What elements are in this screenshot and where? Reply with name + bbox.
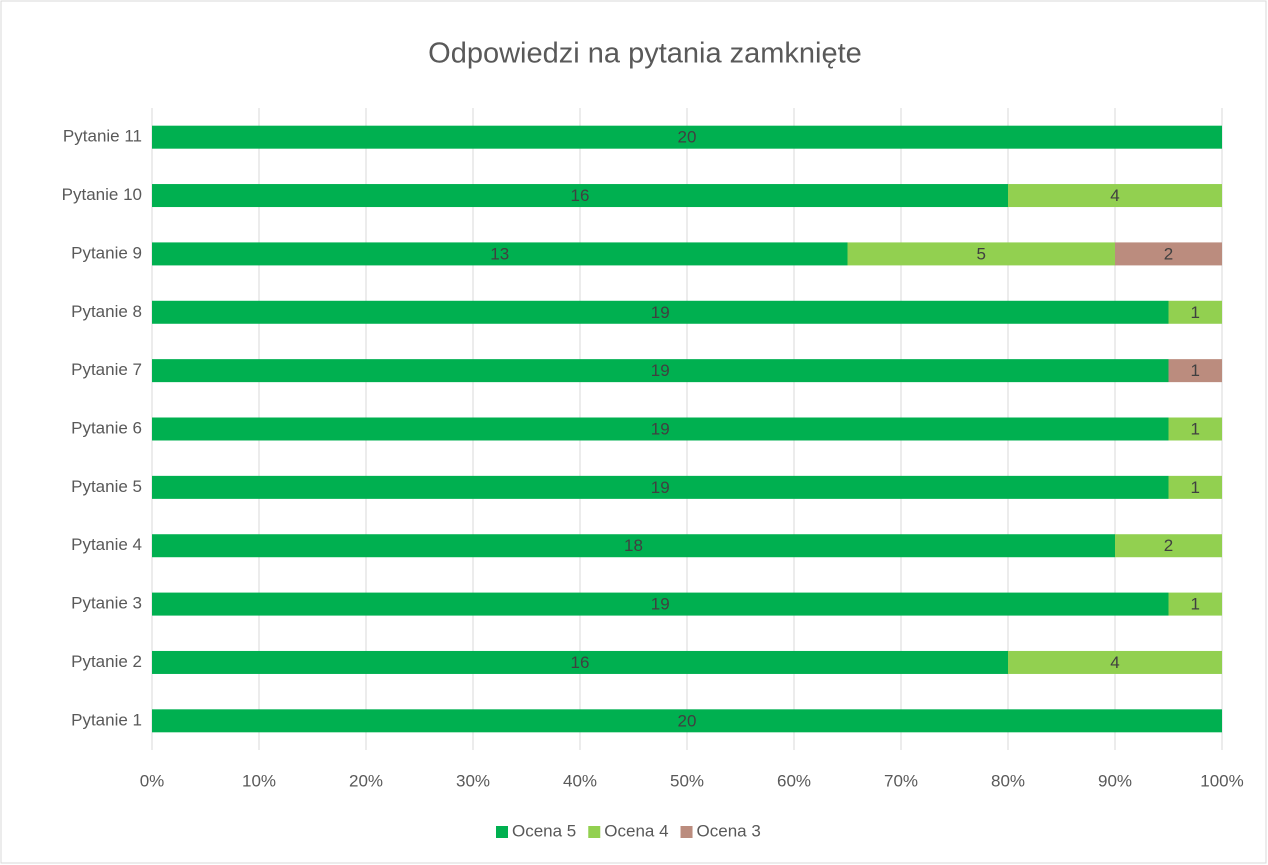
- x-tick-label: 50%: [670, 771, 704, 790]
- data-label: 19: [651, 361, 670, 380]
- y-tick-label: Pytanie 6: [71, 418, 142, 437]
- y-tick-label: Pytanie 5: [71, 477, 142, 496]
- bar-segment: [152, 650, 1008, 674]
- bar-segment: [1168, 359, 1222, 383]
- y-tick-label: Pytanie 8: [71, 302, 142, 321]
- data-label: 1: [1191, 303, 1200, 322]
- data-label: 20: [678, 711, 697, 730]
- bar-segment: [847, 242, 1115, 266]
- bar-segment: [1168, 300, 1222, 324]
- data-label: 5: [977, 244, 986, 263]
- legend-swatch: [496, 826, 508, 838]
- bar-segment: [152, 534, 1115, 558]
- bar-segment: [1008, 650, 1222, 674]
- data-label: 13: [490, 244, 509, 263]
- y-tick-label: Pytanie 10: [62, 185, 142, 204]
- chart-title: Odpowiedzi na pytania zamknięte: [428, 38, 862, 70]
- bar-segment: [1008, 184, 1222, 208]
- x-tick-label: 70%: [884, 771, 918, 790]
- bar-segment: [152, 592, 1169, 616]
- data-label: 16: [571, 653, 590, 672]
- y-tick-label: Pytanie 2: [71, 652, 142, 671]
- bar-segment: [152, 417, 1169, 441]
- legend-label: Ocena 5: [512, 821, 576, 840]
- y-tick-label: Pytanie 4: [71, 535, 142, 554]
- bar-segment: [1168, 592, 1222, 616]
- bar-segment: [1115, 242, 1222, 266]
- data-label: 4: [1110, 186, 1119, 205]
- x-tick-label: 60%: [777, 771, 811, 790]
- bar-segment: [152, 359, 1169, 383]
- y-tick-label: Pytanie 11: [63, 127, 142, 146]
- data-label: 2: [1164, 536, 1173, 555]
- data-label: 1: [1191, 419, 1200, 438]
- y-tick-label: Pytanie 3: [71, 594, 142, 613]
- x-tick-label: 30%: [456, 771, 490, 790]
- bar-segment: [152, 242, 848, 266]
- bar-segment: [1168, 475, 1222, 499]
- x-tick-label: 10%: [242, 771, 276, 790]
- legend-label: Ocena 4: [604, 821, 668, 840]
- bar-segment: [152, 125, 1222, 149]
- data-label: 19: [651, 478, 670, 497]
- data-label: 16: [571, 186, 590, 205]
- data-label: 1: [1191, 595, 1200, 614]
- bar-segment: [152, 475, 1169, 499]
- x-tick-label: 80%: [991, 771, 1025, 790]
- x-tick-label: 0%: [140, 771, 165, 790]
- data-label: 20: [678, 128, 697, 147]
- x-tick-label: 20%: [349, 771, 383, 790]
- data-label: 1: [1191, 478, 1200, 497]
- y-tick-label: Pytanie 1: [71, 710, 142, 729]
- bar-segment: [1168, 417, 1222, 441]
- data-label: 19: [651, 303, 670, 322]
- data-label: 2: [1164, 244, 1173, 263]
- y-tick-label: Pytanie 9: [71, 243, 142, 262]
- data-label: 4: [1110, 653, 1119, 672]
- legend-swatch: [680, 826, 693, 838]
- x-tick-label: 90%: [1098, 771, 1132, 790]
- data-label: 1: [1191, 361, 1200, 380]
- x-tick-label: 100%: [1200, 771, 1243, 790]
- bar-segment: [1115, 534, 1222, 558]
- bar-segment: [152, 709, 1222, 733]
- y-tick-label: Pytanie 7: [71, 360, 142, 379]
- bar-segment: [152, 184, 1008, 208]
- data-label: 18: [624, 536, 643, 555]
- data-label: 19: [651, 595, 670, 614]
- x-tick-label: 40%: [563, 771, 597, 790]
- bar-segment: [152, 300, 1169, 324]
- legend-swatch: [588, 826, 601, 838]
- data-label: 19: [651, 419, 670, 438]
- legend-label: Ocena 3: [697, 821, 761, 840]
